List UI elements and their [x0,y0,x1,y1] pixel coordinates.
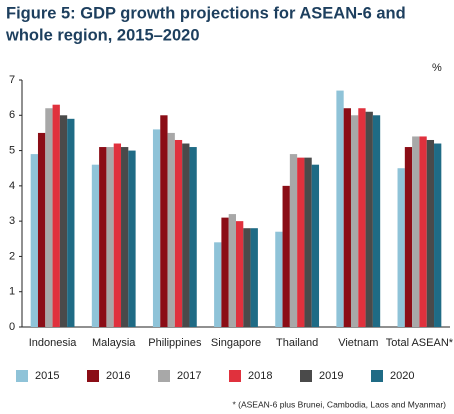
bar [297,157,305,327]
x-tick-label: Total ASEAN* [386,337,454,349]
bar [275,231,283,327]
bar [52,104,60,327]
chart-title: whole region, 2015–2020 [5,26,200,44]
y-tick-label: 6 [9,109,15,121]
x-tick-label: Indonesia [29,337,78,349]
bar [336,90,344,327]
y-tick-label: 0 [9,321,15,333]
bar [365,111,373,327]
chart-title: Figure 5: GDP growth projections for ASE… [6,4,406,22]
bar [412,136,420,327]
legend-label: 2018 [248,370,272,382]
legend-swatch [87,370,99,382]
bar [404,147,413,327]
legend-swatch [158,370,170,382]
y-tick-label: 5 [9,144,15,156]
bar [304,157,312,327]
bar [221,217,229,327]
legend-label: 2015 [35,370,59,382]
bar [358,108,366,327]
bar [128,150,136,327]
y-tick-label: 3 [9,215,15,227]
bar [250,228,258,327]
bar [434,143,442,327]
bar [189,147,197,327]
legend-label: 2020 [390,370,414,382]
bar [182,143,190,327]
bar [160,115,168,328]
y-tick-label: 1 [9,286,15,298]
bar [289,154,298,327]
bar [30,154,38,327]
bar [121,147,129,327]
y-tick-label: 2 [9,250,15,262]
y-tick-label: 7 [9,74,15,86]
legend-label: 2016 [106,370,130,382]
x-tick-label: Singapore [211,337,261,349]
bar [350,115,359,328]
bar [311,164,320,327]
bar [37,132,46,327]
bar [174,139,183,327]
bar [45,108,53,327]
bar [228,214,236,327]
legend-swatch [371,370,383,382]
bar [397,168,405,327]
bar [372,115,381,328]
bar [67,118,75,327]
footnote: * (ASEAN-6 plus Brunei, Cambodia, Laos a… [232,399,446,409]
x-tick-label: Thailand [276,337,318,349]
legend-swatch [16,370,28,382]
bar [214,242,222,327]
bar [419,136,427,327]
bar [343,108,351,327]
legend-label: 2017 [177,370,201,382]
legend-label: 2019 [319,370,343,382]
bar [243,228,251,327]
x-tick-label: Philippines [148,337,202,349]
x-tick-label: Vietnam [338,337,378,349]
y-tick-label: 4 [9,180,15,192]
legend-swatch [300,370,312,382]
bar [167,132,175,327]
legend-swatch [229,370,241,382]
x-tick-label: Malaysia [92,337,136,349]
bar [282,185,290,327]
bar [99,147,107,327]
bar [236,221,244,327]
bar [113,143,122,327]
bar [106,147,114,327]
bar [426,139,435,327]
bar [91,164,100,327]
y-unit: % [432,62,442,74]
bar [59,115,68,328]
bar [152,129,161,327]
